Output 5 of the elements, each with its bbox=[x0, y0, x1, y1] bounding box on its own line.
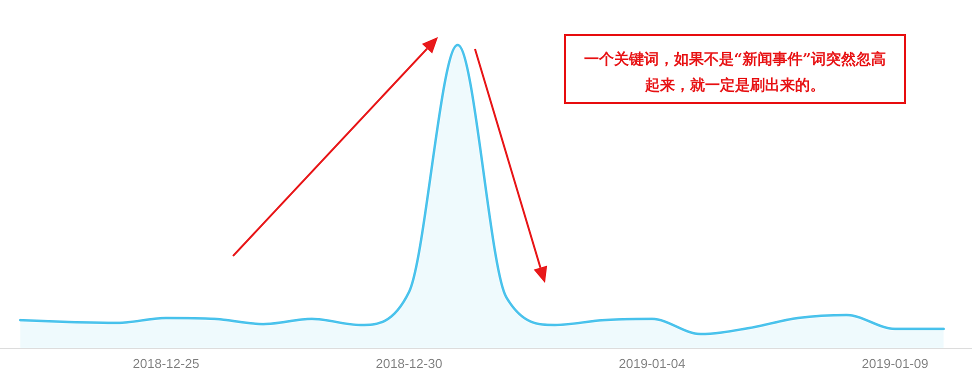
x-tick-label: 2018-12-30 bbox=[376, 356, 442, 371]
annotation: 一个关键词，如果不是“新闻事件”词突然忽高起来，就一定是刷出来的。 bbox=[584, 50, 886, 94]
x-tick-label: 2018-12-25 bbox=[132, 356, 200, 371]
x-tick-label: 2019-01-04 bbox=[618, 356, 686, 371]
x-tick-label: 2019-01-09 bbox=[862, 356, 928, 371]
